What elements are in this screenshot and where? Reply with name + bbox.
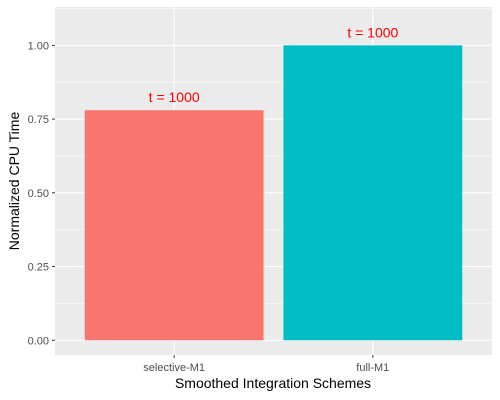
x-tick-label: full-M1 (356, 362, 389, 374)
bars (84, 45, 463, 341)
bar-full-M1 (283, 45, 463, 341)
bar-value-labels: t = 1000 t = 1000 (149, 24, 399, 105)
x-axis-title: Smoothed Integration Schemes (175, 375, 371, 391)
x-axis-ticks: selective-M1 full-M1 (143, 355, 389, 374)
y-tick-label: 0.00 (28, 335, 49, 347)
y-axis-ticks: 0.00 0.25 0.50 0.75 1.00 (28, 40, 55, 347)
bar-selective-M1 (84, 110, 264, 341)
y-tick-label: 0.50 (28, 188, 49, 200)
y-tick-label: 0.25 (28, 262, 49, 274)
y-tick-label: 0.75 (28, 114, 49, 126)
x-tick-label: selective-M1 (143, 362, 205, 374)
bar-label-selective-M1: t = 1000 (149, 89, 200, 105)
bar-label-full-M1: t = 1000 (347, 24, 398, 40)
y-axis-title: Normalized CPU Time (6, 112, 22, 251)
y-tick-label: 1.00 (28, 40, 49, 52)
